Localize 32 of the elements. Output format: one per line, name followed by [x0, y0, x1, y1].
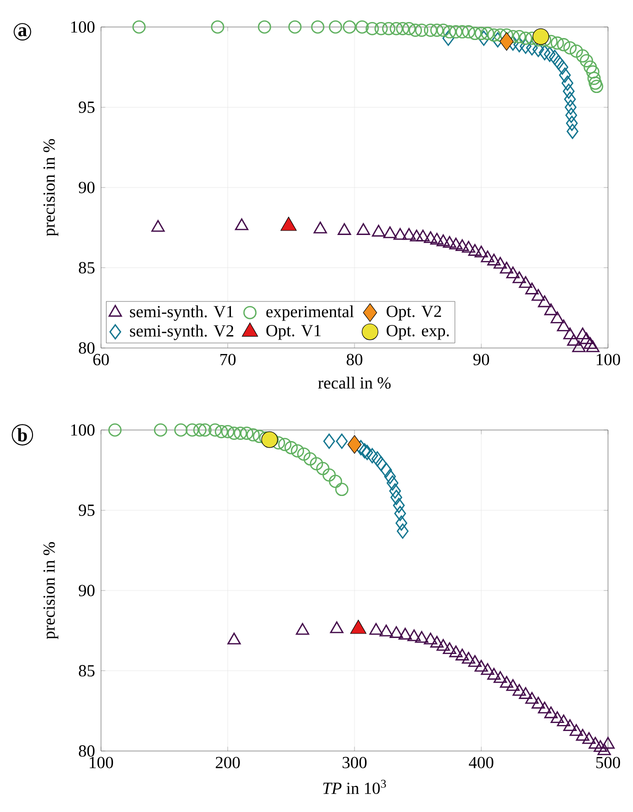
y-tick-label: 90 [78, 584, 95, 596]
y-tick-label: 100 [71, 21, 95, 33]
x-axis-title: TP in 10$^{3}$ [323, 780, 386, 794]
y-tick-label: 100 [71, 424, 95, 436]
y-tick-label: 95 [78, 504, 94, 516]
y-tick-label: 85 [78, 665, 94, 676]
y-tick-label: 80 [78, 342, 95, 354]
x-axis-title: recall in % [318, 376, 391, 389]
y-tick-label: 85 [78, 262, 94, 274]
text: b [17, 428, 27, 442]
legend-label: Opt. V1 [266, 324, 321, 340]
x-tick-label: 90 [473, 354, 490, 366]
x-tick-label: 500 [596, 756, 620, 768]
text: a [18, 27, 27, 36]
x-tick-label: 70 [220, 354, 236, 366]
legend-label: semi-synth. V1 [130, 305, 234, 321]
x-tick-label: 60 [93, 354, 109, 366]
y-tick-label: 90 [78, 182, 95, 194]
x-tick-label: 200 [216, 756, 240, 768]
legend-label: semi-synth. V2 [130, 324, 234, 340]
x-tick-label: 300 [342, 756, 367, 768]
y-axis-title: precision in % [43, 542, 58, 640]
x-tick-label: 400 [468, 756, 494, 768]
x-tick-label: 100 [90, 756, 114, 768]
y-axis-title: precision in % [43, 139, 58, 236]
x-tick-label: 80 [346, 354, 362, 366]
y-tick-label: 95 [78, 102, 94, 113]
y-tick-label: 80 [78, 745, 95, 757]
legend-label: Opt. V2 [386, 306, 442, 321]
legend-label: Opt. exp. [386, 324, 449, 340]
legend-label: experimental [266, 305, 354, 321]
x-tick-label: 100 [596, 354, 620, 366]
